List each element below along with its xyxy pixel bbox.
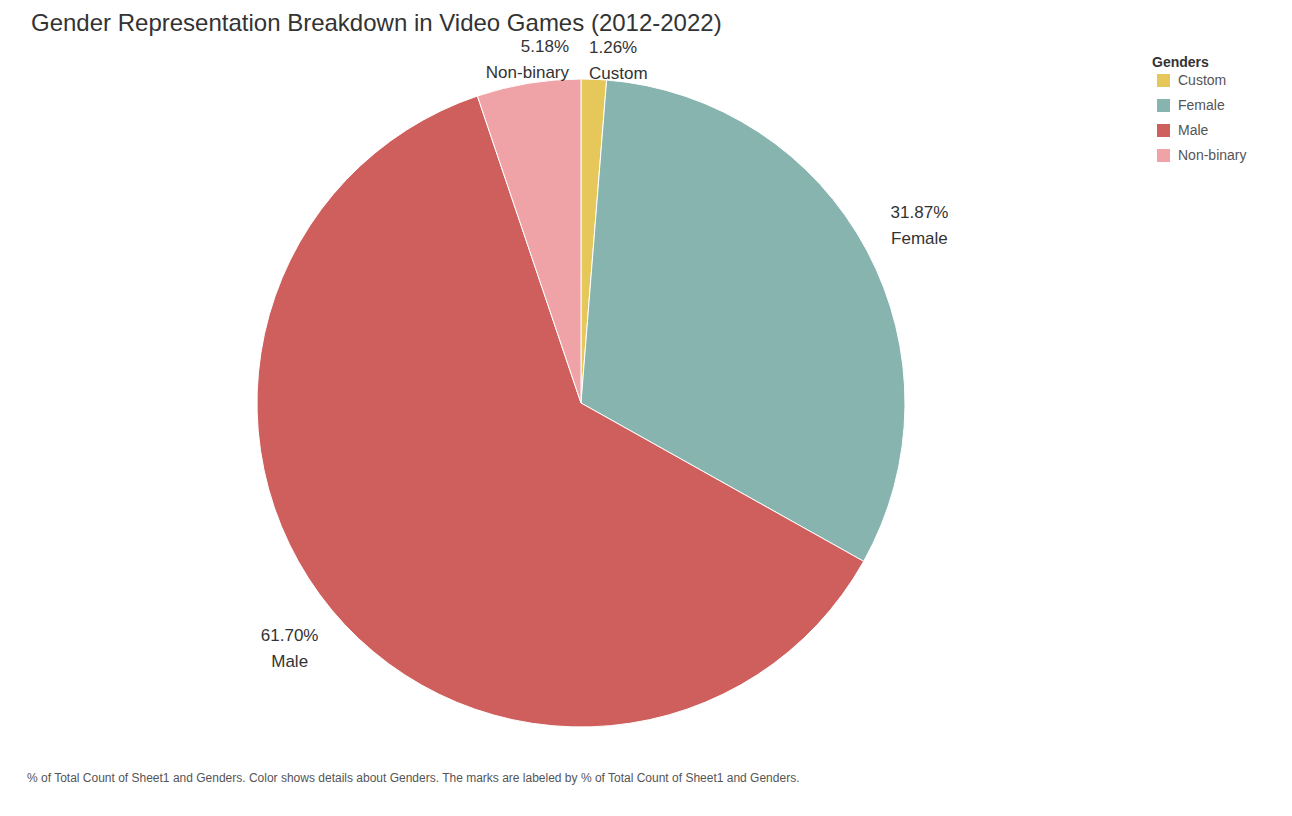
legend-label: Custom [1178,72,1226,88]
caption: % of Total Count of Sheet1 and Genders. … [27,771,799,785]
data-label: 1.26% [589,38,637,57]
data-label-category: Female [891,229,948,248]
data-label-category: Custom [589,64,648,83]
data-label: 31.87% [891,203,949,222]
legend-swatch [1157,99,1170,112]
data-label-category: Male [271,652,308,671]
data-label: 5.18% [521,37,569,56]
data-label: 61.70% [261,626,319,645]
pie-slice [477,79,581,403]
legend-title: Genders [1152,54,1209,70]
legend-label: Non-binary [1178,147,1246,163]
data-label-category: Non-binary [486,63,570,82]
title: Gender Representation Breakdown in Video… [31,9,722,36]
legend-swatch [1157,149,1170,162]
legend-label: Female [1178,97,1225,113]
legend-swatch [1157,124,1170,137]
chart: Gender Representation Breakdown in Video… [0,0,1292,816]
legend-label: Male [1178,122,1209,138]
legend-swatch [1157,74,1170,87]
